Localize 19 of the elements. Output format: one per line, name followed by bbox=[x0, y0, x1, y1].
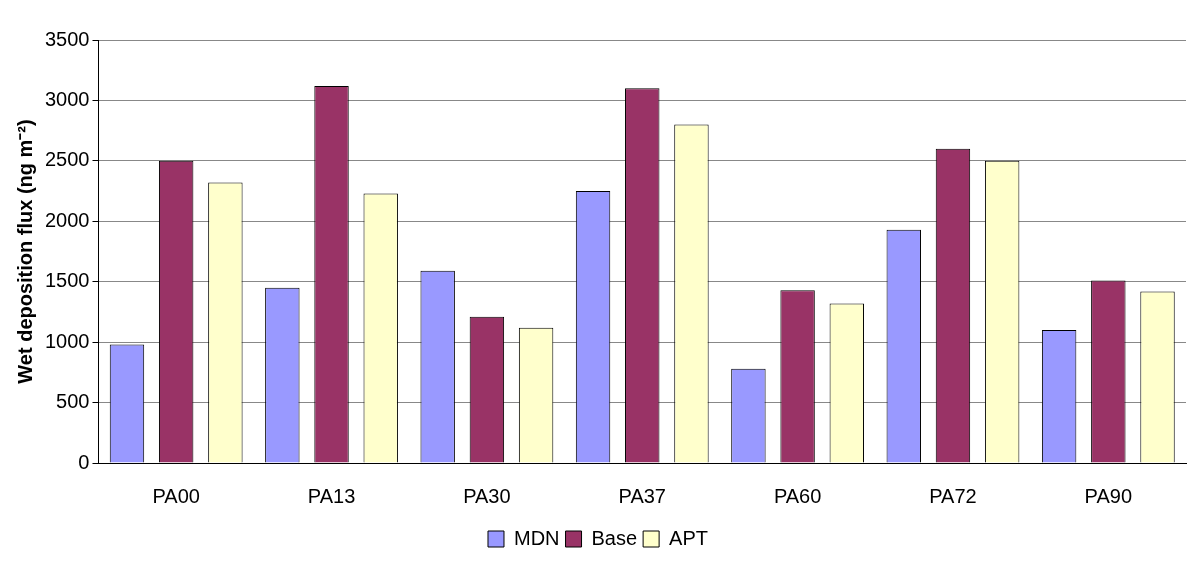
x-tick-label: PA72 bbox=[929, 484, 977, 507]
y-tick-label: 3500 bbox=[44, 27, 90, 50]
x-tick-label: PA37 bbox=[618, 484, 666, 507]
x-tick-label: PA13 bbox=[307, 484, 356, 507]
x-tick-label: PA90 bbox=[1084, 484, 1133, 507]
x-tick-label: PA30 bbox=[463, 484, 511, 507]
legend-label: MDN bbox=[513, 526, 560, 549]
y-tick-label: 1500 bbox=[44, 269, 90, 292]
y-tick-label: 2000 bbox=[44, 208, 90, 231]
y-tick-label: 500 bbox=[56, 390, 90, 413]
x-tick-label: PA60 bbox=[773, 484, 822, 507]
legend-label: APT bbox=[669, 526, 709, 549]
y-axis-title: Wet deposition flux (ng m⁻²) bbox=[13, 119, 36, 384]
y-tick-label: 1000 bbox=[44, 329, 90, 352]
y-tick-label: 2500 bbox=[44, 148, 90, 171]
y-tick-label: 0 bbox=[78, 450, 90, 473]
x-tick-label: PA00 bbox=[152, 484, 200, 507]
y-tick-label: 3000 bbox=[44, 87, 90, 110]
legend-label: Base bbox=[591, 526, 638, 549]
